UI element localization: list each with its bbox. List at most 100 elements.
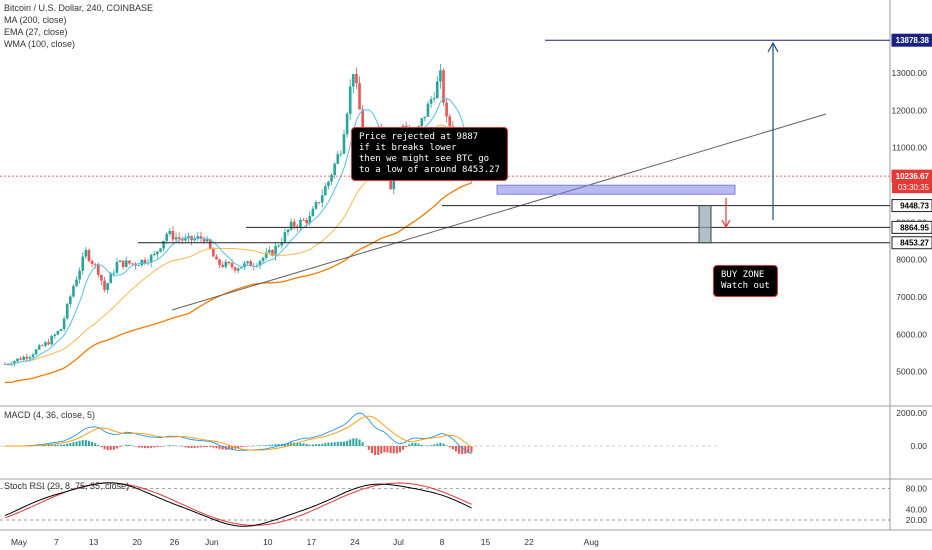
candle-body bbox=[100, 274, 103, 281]
stoch-k-line bbox=[4, 482, 472, 527]
macd-histogram-bar bbox=[374, 446, 377, 456]
candle-body bbox=[165, 234, 169, 241]
time-tick-label: May bbox=[11, 537, 28, 547]
candle-body bbox=[221, 264, 224, 267]
macd-plot[interactable] bbox=[0, 412, 720, 456]
support-zone bbox=[496, 184, 736, 195]
candle-body bbox=[308, 216, 312, 224]
stoch-rsi-label: Stoch RSI (29, 8, 75, 35, close) bbox=[4, 481, 130, 491]
macd-histogram-bar bbox=[100, 446, 103, 448]
candle-body bbox=[212, 248, 215, 257]
macd-histogram-bar bbox=[106, 446, 109, 451]
candle-body bbox=[299, 219, 302, 228]
candle-body bbox=[320, 195, 324, 203]
macd-histogram-bar bbox=[470, 446, 473, 453]
macd-histogram-bar bbox=[66, 443, 69, 446]
candle-body bbox=[124, 260, 128, 267]
candle-body bbox=[324, 186, 327, 196]
chart-title: Bitcoin / U.S. Dollar, 240, COINBASE bbox=[4, 3, 154, 13]
price-label-box bbox=[891, 236, 932, 250]
macd-histogram-bar bbox=[203, 446, 206, 448]
candle-body bbox=[389, 173, 392, 190]
candle-body bbox=[202, 238, 206, 242]
candle-body bbox=[429, 99, 433, 104]
candle-body bbox=[156, 251, 159, 255]
macd-tick-label: 0.00 bbox=[910, 441, 927, 451]
macd-histogram-bar bbox=[296, 442, 299, 446]
candle-body bbox=[361, 109, 364, 132]
macd-histogram-bar bbox=[271, 444, 274, 446]
price-tick-label: 6000.00 bbox=[896, 329, 927, 339]
macd-histogram-bar bbox=[221, 446, 224, 450]
macd-histogram-bar bbox=[246, 446, 249, 447]
candle-body bbox=[131, 263, 134, 265]
candle-body bbox=[34, 349, 38, 355]
macd-histogram-bar bbox=[299, 442, 302, 446]
candle-body bbox=[264, 252, 268, 258]
candle-body bbox=[289, 221, 293, 230]
candle-body bbox=[87, 250, 91, 261]
candle-body bbox=[358, 83, 361, 110]
candle-body bbox=[336, 154, 340, 164]
candle-body bbox=[345, 113, 349, 135]
macd-histogram-bar bbox=[153, 446, 156, 448]
macd-histogram-bar bbox=[414, 442, 417, 446]
candle-body bbox=[442, 70, 445, 103]
macd-histogram-bar bbox=[140, 446, 143, 448]
candle-body bbox=[205, 239, 209, 242]
macd-histogram-bar bbox=[339, 441, 342, 446]
macd-histogram-bar bbox=[119, 446, 122, 447]
macd-histogram-bar bbox=[187, 446, 190, 448]
time-tick-label: 13 bbox=[89, 537, 99, 547]
candle-body bbox=[90, 260, 94, 264]
candle-body bbox=[84, 250, 88, 257]
macd-histogram-bar bbox=[392, 446, 395, 454]
candle-body bbox=[277, 245, 280, 247]
macd-histogram-bar bbox=[327, 442, 330, 446]
macd-histogram-bar bbox=[364, 445, 367, 447]
candle-body bbox=[171, 230, 175, 240]
macd-histogram-bar bbox=[159, 446, 162, 447]
macd-histogram-bar bbox=[94, 443, 97, 446]
candle-body bbox=[56, 330, 60, 335]
macd-histogram-bar bbox=[193, 446, 196, 448]
candle-body bbox=[286, 229, 290, 233]
macd-histogram-bar bbox=[91, 441, 94, 446]
macd-histogram-bar bbox=[209, 446, 212, 448]
stoch-rsi-plot[interactable] bbox=[0, 482, 890, 527]
price-label: 9448.73 bbox=[900, 202, 929, 211]
macd-histogram-bar bbox=[380, 446, 383, 454]
candle-body bbox=[227, 261, 231, 264]
time-tick-label: 22 bbox=[524, 537, 534, 547]
macd-histogram-bar bbox=[336, 441, 339, 446]
price-tick-label: 11000.00 bbox=[892, 143, 927, 153]
macd-histogram-bar bbox=[249, 446, 252, 447]
macd-histogram-bar bbox=[408, 444, 411, 446]
macd-histogram-bar bbox=[212, 446, 215, 448]
macd-histogram-bar bbox=[377, 446, 380, 455]
macd-histogram-bar bbox=[78, 440, 81, 446]
time-tick-label: 7 bbox=[54, 537, 59, 547]
candle-body bbox=[439, 70, 442, 82]
macd-histogram-bar bbox=[467, 446, 470, 454]
macd-histogram-bar bbox=[321, 443, 324, 446]
macd-histogram-bar bbox=[290, 442, 293, 446]
candle-body bbox=[258, 260, 262, 266]
macd-histogram-bar bbox=[231, 446, 234, 450]
candle-body bbox=[140, 259, 144, 266]
macd-histogram-bar bbox=[53, 444, 56, 446]
macd-histogram-bar bbox=[131, 445, 134, 446]
macd-histogram-bar bbox=[268, 444, 271, 446]
candle-body bbox=[19, 358, 22, 360]
candle-body bbox=[50, 336, 53, 345]
candle-body bbox=[261, 257, 265, 261]
macd-histogram-bar bbox=[206, 446, 209, 447]
macd-histogram-bar bbox=[262, 445, 265, 446]
candle-body bbox=[152, 254, 156, 256]
macd-histogram-bar bbox=[156, 446, 159, 448]
candle-body bbox=[348, 86, 352, 114]
macd-histogram-bar bbox=[122, 445, 125, 447]
candle-body bbox=[292, 221, 296, 227]
